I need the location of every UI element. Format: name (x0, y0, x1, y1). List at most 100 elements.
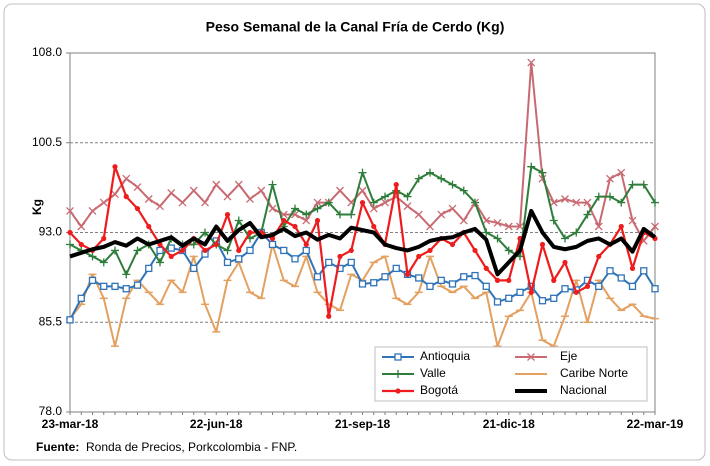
marker (123, 194, 129, 200)
x-tick-label: 22-mar-19 (627, 417, 684, 431)
marker (167, 189, 176, 197)
marker (111, 190, 119, 199)
marker (313, 198, 322, 207)
marker (280, 246, 288, 255)
marker (404, 271, 411, 277)
marker (133, 183, 142, 191)
marker (133, 281, 142, 289)
marker (551, 277, 557, 283)
marker (66, 316, 74, 324)
marker (550, 294, 558, 302)
source-text: Ronda de Precios, Porkcolombia - FNP. (86, 440, 297, 454)
marker (201, 228, 209, 237)
marker (504, 246, 513, 255)
legend-label: Eje (560, 349, 578, 363)
legend (374, 346, 648, 402)
marker (460, 273, 468, 281)
marker (392, 264, 400, 273)
marker (596, 253, 602, 260)
marker (358, 280, 367, 288)
marker (369, 204, 378, 213)
marker (223, 192, 232, 201)
x-tick-label: 21-dic-18 (483, 417, 535, 431)
marker (100, 282, 108, 291)
marker (78, 241, 84, 248)
y-tick-label: 78.0 (39, 404, 63, 418)
marker (268, 240, 277, 249)
marker (493, 298, 502, 306)
marker (448, 180, 457, 189)
marker (314, 217, 321, 224)
marker (67, 229, 73, 236)
chart-title: Peso Semanal de la Canal Fría de Cerdo (… (206, 19, 505, 35)
marker (594, 222, 603, 231)
legend-label: Bogotá (420, 383, 458, 397)
marker (88, 252, 97, 261)
marker (122, 174, 131, 183)
marker (359, 199, 366, 206)
marker (336, 186, 344, 195)
marker (516, 222, 524, 231)
marker (112, 164, 118, 170)
marker (99, 258, 108, 267)
marker (246, 195, 254, 203)
marker (234, 216, 243, 225)
marker (394, 353, 402, 361)
y-tick-label: 100.5 (32, 135, 62, 149)
marker (168, 253, 174, 260)
marker (482, 228, 491, 237)
marker (246, 246, 254, 255)
marker (629, 265, 636, 271)
marker (77, 222, 86, 231)
marker (393, 182, 399, 188)
marker (101, 235, 107, 242)
marker (348, 247, 354, 254)
marker (482, 216, 491, 225)
marker (291, 255, 299, 263)
marker (212, 180, 221, 189)
marker (628, 282, 637, 291)
marker (223, 246, 232, 255)
marker (505, 294, 513, 302)
marker (426, 282, 434, 291)
marker (527, 353, 535, 361)
legend-label: Nacional (560, 383, 607, 397)
marker (347, 258, 355, 267)
legend-label: Valle (420, 366, 446, 380)
marker (381, 273, 389, 281)
marker (538, 168, 547, 177)
marker (144, 195, 153, 203)
y-tick-label: 93.0 (39, 225, 63, 239)
marker (414, 210, 423, 219)
marker (66, 207, 74, 215)
source-label: Fuente: (36, 440, 79, 454)
marker (437, 276, 445, 285)
marker (134, 205, 141, 212)
marker (448, 280, 457, 288)
legend-label: Caribe Norte (560, 366, 628, 380)
marker (313, 273, 322, 281)
marker (617, 198, 626, 207)
marker (528, 289, 534, 295)
marker (427, 247, 433, 254)
marker (472, 247, 478, 254)
marker (223, 258, 232, 267)
marker (516, 288, 524, 296)
marker (313, 204, 322, 213)
marker (371, 223, 377, 230)
marker (471, 198, 479, 207)
marker (459, 216, 468, 225)
marker (358, 186, 367, 195)
marker (201, 198, 209, 207)
marker (426, 168, 434, 177)
marker (395, 388, 401, 394)
marker (189, 240, 198, 249)
marker (471, 271, 479, 280)
series-line (69, 208, 657, 277)
marker (235, 255, 243, 263)
marker (281, 217, 287, 224)
marker (459, 186, 468, 195)
marker (190, 264, 198, 273)
